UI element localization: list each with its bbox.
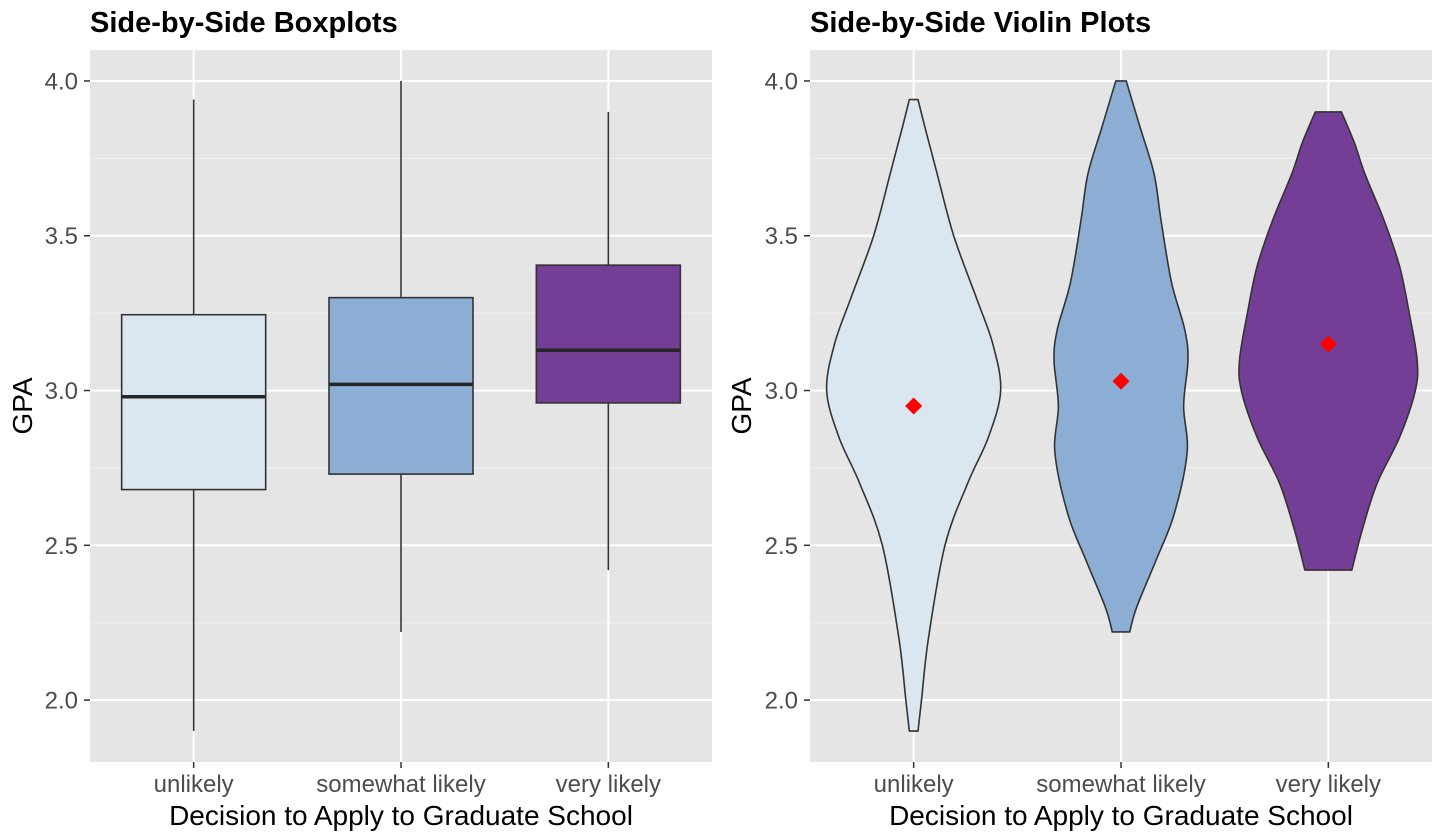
x-axis-title: Decision to Apply to Graduate School bbox=[889, 800, 1353, 831]
y-tick-label: 3.5 bbox=[765, 223, 798, 250]
violin-somewhat-likely bbox=[1053, 80, 1189, 633]
violin-very-likely bbox=[1238, 111, 1419, 571]
x-tick-label: somewhat likely bbox=[1036, 771, 1205, 798]
y-tick-label: 2.5 bbox=[45, 533, 78, 560]
box-iqr bbox=[120, 313, 267, 491]
y-tick-label: 2.0 bbox=[765, 688, 798, 715]
violin-shape bbox=[825, 98, 1002, 732]
y-tick-label: 2.0 bbox=[45, 688, 78, 715]
y-tick-label: 3.5 bbox=[45, 223, 78, 250]
mean-marker bbox=[905, 397, 923, 415]
mean-marker bbox=[1319, 335, 1337, 353]
chart-title: Side-by-Side Boxplots bbox=[90, 7, 398, 39]
x-tick-label: very likely bbox=[1276, 771, 1381, 798]
boxplot-panel: 2.0 2.5 3.0 3.5 4.0 unlikely somewhat likely ve… bbox=[7, 7, 712, 831]
y-tick-label: 4.0 bbox=[765, 68, 798, 95]
y-axis-title: GPA bbox=[726, 377, 757, 434]
x-tick-label: somewhat likely bbox=[316, 771, 485, 798]
box-very-likely bbox=[535, 111, 682, 571]
violin-panel: 2.0 2.5 3.0 3.5 4.0 unlikely somewhat likely ve… bbox=[726, 7, 1432, 831]
violin-unlikely bbox=[825, 98, 1002, 732]
violin-shape bbox=[1053, 80, 1189, 633]
y-axis-title: GPA bbox=[7, 377, 38, 434]
x-tick-label: very likely bbox=[556, 771, 661, 798]
y-tick-label: 2.5 bbox=[765, 533, 798, 560]
x-axis-title: Decision to Apply to Graduate School bbox=[169, 800, 633, 831]
mean-marker bbox=[1112, 372, 1130, 390]
x-tick-label: unlikely bbox=[874, 771, 954, 798]
chart-title: Side-by-Side Violin Plots bbox=[810, 7, 1151, 39]
box-iqr bbox=[535, 264, 682, 404]
x-tick-label: unlikely bbox=[154, 771, 234, 798]
y-tick-label: 4.0 bbox=[45, 68, 78, 95]
box-unlikely bbox=[120, 99, 267, 732]
box-somewhat-likely bbox=[328, 80, 474, 632]
y-tick-label: 3.0 bbox=[45, 378, 78, 405]
y-tick-label: 3.0 bbox=[765, 378, 798, 405]
